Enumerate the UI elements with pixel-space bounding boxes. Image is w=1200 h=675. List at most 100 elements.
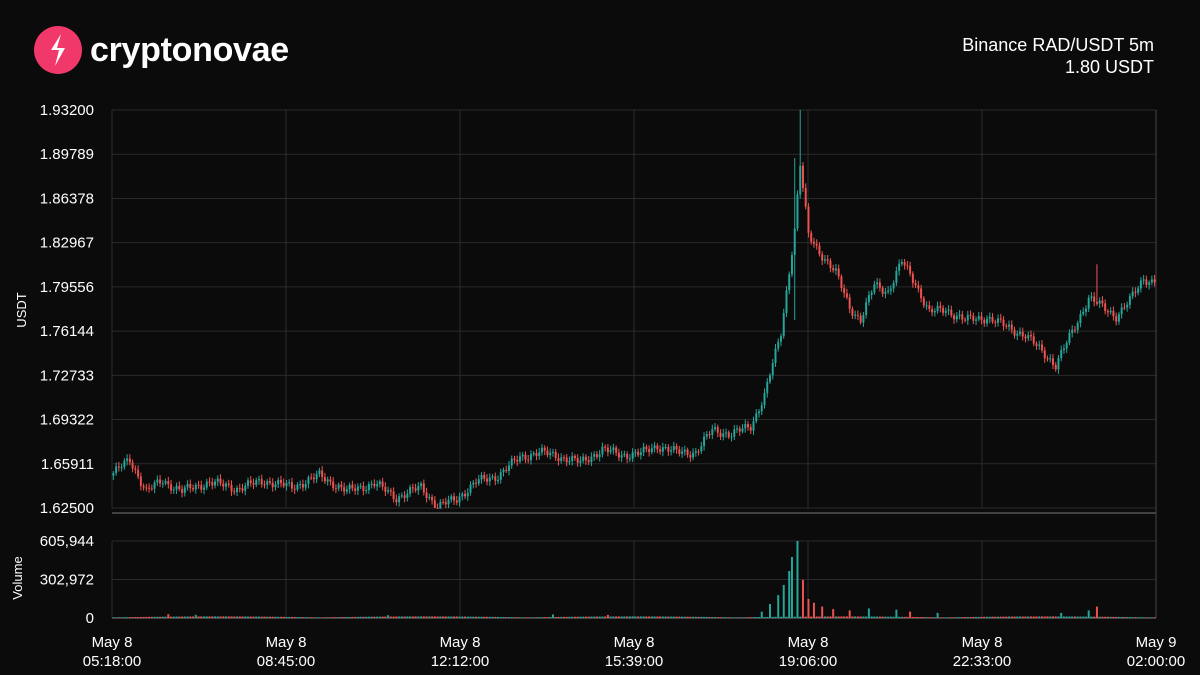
volume-bar [1010, 616, 1013, 618]
volume-bar [178, 616, 181, 618]
volume-bar [348, 616, 351, 618]
candle-body [719, 432, 722, 437]
candle-body [1112, 310, 1115, 317]
volume-bar [749, 617, 752, 618]
volume-bar [991, 616, 994, 618]
candle-body [736, 428, 739, 430]
volume-bar [870, 616, 873, 618]
volume-bar [1060, 612, 1063, 618]
candle-body [648, 448, 651, 453]
volume-bar [464, 616, 467, 618]
time-tick-date: May 8 [614, 634, 655, 651]
candle-body [142, 485, 145, 488]
volume-bar [692, 616, 695, 618]
volume-bar [411, 616, 414, 618]
volume-bar [134, 617, 137, 618]
volume-bar [936, 612, 939, 618]
volume-bar [892, 616, 895, 618]
volume-bar [403, 616, 406, 618]
candle-body [159, 479, 162, 484]
candle-body [249, 480, 252, 483]
volume-bar [694, 616, 697, 618]
volume-bar [999, 616, 1002, 618]
volume-bar [444, 616, 447, 618]
candle-body [969, 314, 972, 316]
time-tick-date: May 9 [1136, 634, 1177, 651]
volume-bar [617, 616, 620, 618]
candle-body [1087, 297, 1090, 309]
volume-bar [192, 616, 195, 618]
volume-bar [865, 616, 868, 618]
volume-bar [543, 617, 546, 618]
volume-bar [236, 616, 238, 618]
candle-body [387, 490, 390, 492]
volume-bar [483, 616, 486, 618]
volume-bar [719, 617, 722, 618]
candle-body [181, 489, 184, 493]
volume-bar [823, 616, 826, 618]
candle-body [887, 290, 890, 292]
volume-bar [340, 617, 343, 618]
volume-bar [524, 617, 527, 618]
candle-body [442, 501, 445, 503]
volume-bar [535, 617, 538, 618]
volume-bar [488, 616, 491, 618]
candle-body [400, 495, 403, 497]
candle-body [678, 449, 681, 454]
candle-body [620, 455, 623, 458]
candle-body [991, 316, 994, 322]
candle-body [964, 319, 967, 321]
volume-bar [1095, 606, 1098, 618]
candle-body [634, 451, 637, 453]
volume-bar [977, 616, 980, 618]
volume-bar [845, 616, 848, 618]
candle-body [543, 447, 546, 451]
candle-body [1073, 329, 1076, 331]
candle-body [977, 316, 980, 320]
candle-body [593, 454, 596, 457]
candle-body [790, 254, 793, 275]
candle-body [587, 460, 590, 463]
candle-body [1071, 329, 1074, 333]
volume-bar [271, 616, 274, 618]
volume-bar [626, 616, 629, 618]
candle-body [351, 484, 354, 489]
volume-bar [420, 616, 423, 618]
volume-bar [480, 616, 483, 618]
candle-body [774, 348, 777, 364]
volume-bar [741, 617, 744, 618]
candle-body [617, 452, 620, 458]
volume-bar [727, 617, 730, 618]
volume-bar [546, 617, 549, 618]
volume-bar [986, 616, 989, 618]
candle-body [175, 485, 178, 490]
candle-body [1123, 307, 1126, 309]
volume-bar [120, 617, 123, 618]
volume-bar [1137, 617, 1140, 618]
price-tick-label: 1.69322 [40, 412, 94, 429]
volume-bar [606, 614, 609, 618]
volume-bar [279, 616, 282, 618]
exchange-pair-label: Binance RAD/USDT 5m [962, 35, 1154, 55]
candle-body [980, 316, 983, 320]
volume-bar [148, 616, 151, 618]
time-tick-time: 19:06:00 [779, 653, 837, 670]
volume-bar [318, 617, 321, 618]
candle-body [365, 490, 368, 492]
volume-bar [920, 617, 923, 618]
volume-bar [225, 616, 228, 618]
candle-body [134, 468, 137, 470]
volume-bar [532, 617, 535, 618]
candle-body [708, 434, 711, 436]
time-tick-date: May 8 [788, 634, 829, 651]
volume-bar [645, 616, 648, 618]
volume-bar [200, 616, 203, 618]
candle-body [631, 452, 634, 459]
candle-body [697, 451, 700, 453]
price-tick-label: 1.86378 [40, 190, 94, 207]
volume-bar [678, 616, 681, 618]
candle-body [153, 482, 156, 489]
candle-body [771, 363, 774, 376]
volume-bar [491, 616, 494, 618]
candle-body [1013, 329, 1016, 336]
